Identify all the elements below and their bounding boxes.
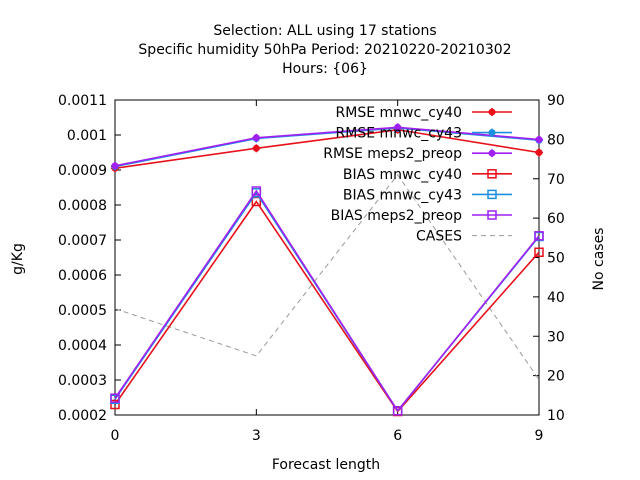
chart-title-line: Specific humidity 50hPa Period: 20210220… xyxy=(138,42,511,58)
y2-tick-label: 30 xyxy=(547,329,565,345)
series-line xyxy=(114,189,540,413)
legend-label: CASES xyxy=(416,229,462,245)
series-line xyxy=(114,126,540,167)
data-point xyxy=(252,144,260,152)
legend-label: RMSE mnwc_cy43 xyxy=(336,126,462,142)
y2-tick-label: 10 xyxy=(547,408,565,424)
series-line xyxy=(114,173,540,380)
series-line xyxy=(114,200,540,413)
legend-label: BIAS mnwc_cy40 xyxy=(343,167,462,183)
legend-marker xyxy=(487,169,497,179)
data-point xyxy=(534,231,544,241)
x-tick-label: 9 xyxy=(535,428,544,444)
data-point xyxy=(111,162,119,170)
y2-tick-label: 40 xyxy=(547,290,565,306)
legend-marker xyxy=(488,149,496,157)
data-point xyxy=(535,149,543,156)
y2-tick-label: 70 xyxy=(547,172,565,188)
data-point xyxy=(534,247,544,257)
plot-area: 0.0002 0.0003 0.0004 0.0005 0.0006 0.0007 0.00… xyxy=(58,93,565,444)
chart-title: Selection: ALL using 17 stations Specific… xyxy=(138,23,511,77)
series-cases xyxy=(114,173,540,380)
y-tick-label: 0.0008 xyxy=(58,198,107,214)
y2-tick-label: 50 xyxy=(547,251,565,267)
series-line xyxy=(114,128,540,170)
legend-label: RMSE meps2_preop xyxy=(323,146,462,162)
legend-label: BIAS mnwc_cy43 xyxy=(343,187,462,203)
y2-axis-label: No cases xyxy=(591,228,607,291)
y-tick-label: 0.0004 xyxy=(58,338,107,354)
data-point xyxy=(110,393,120,403)
x-axis-label: Forecast length xyxy=(272,457,380,473)
y-tick-label: 0.001 xyxy=(67,128,107,144)
legend-marker xyxy=(488,108,496,116)
data-point xyxy=(394,123,402,131)
y2-tick-label: 90 xyxy=(547,93,565,109)
y-tick-label: 0.0009 xyxy=(58,163,107,179)
chart-title-line: Hours: {06} xyxy=(282,61,368,77)
data-point xyxy=(252,134,260,142)
y-tick-label: 0.0011 xyxy=(58,93,107,109)
data-point xyxy=(110,399,120,410)
y-tick-label: 0.0007 xyxy=(58,233,107,249)
legend-label: BIAS meps2_preop xyxy=(331,208,463,224)
data-point xyxy=(535,136,543,144)
legend-marker xyxy=(487,210,497,220)
x-tick-label: 3 xyxy=(252,428,261,444)
series-rmse-meps2-preop xyxy=(111,123,543,170)
y-tick-label: 0.0006 xyxy=(58,268,107,284)
y-axis-label: g/Kg xyxy=(10,243,26,275)
data-point xyxy=(251,186,262,196)
y-tick-label: 0.0003 xyxy=(58,373,107,389)
y2-tick-label: 60 xyxy=(547,211,565,227)
y2-tick-label: 20 xyxy=(547,369,565,385)
series-bias-meps2-preop xyxy=(110,186,544,416)
legend-marker xyxy=(488,129,496,137)
x-tick-label: 6 xyxy=(393,428,402,444)
y-tick-label: 0.0002 xyxy=(58,408,107,424)
legend-label: RMSE mnwc_cy40 xyxy=(336,105,462,121)
legend: RMSE mnwc_cy40 RMSE mnwc_cy43 RMSE meps2_p… xyxy=(323,105,512,245)
y2-tick-label: 80 xyxy=(547,132,565,148)
y-tick-label: 0.0005 xyxy=(58,303,107,319)
chart-title-line: Selection: ALL using 17 stations xyxy=(213,23,436,39)
legend-marker xyxy=(487,189,497,200)
x-tick-label: 0 xyxy=(111,428,120,444)
data-point xyxy=(392,406,403,416)
